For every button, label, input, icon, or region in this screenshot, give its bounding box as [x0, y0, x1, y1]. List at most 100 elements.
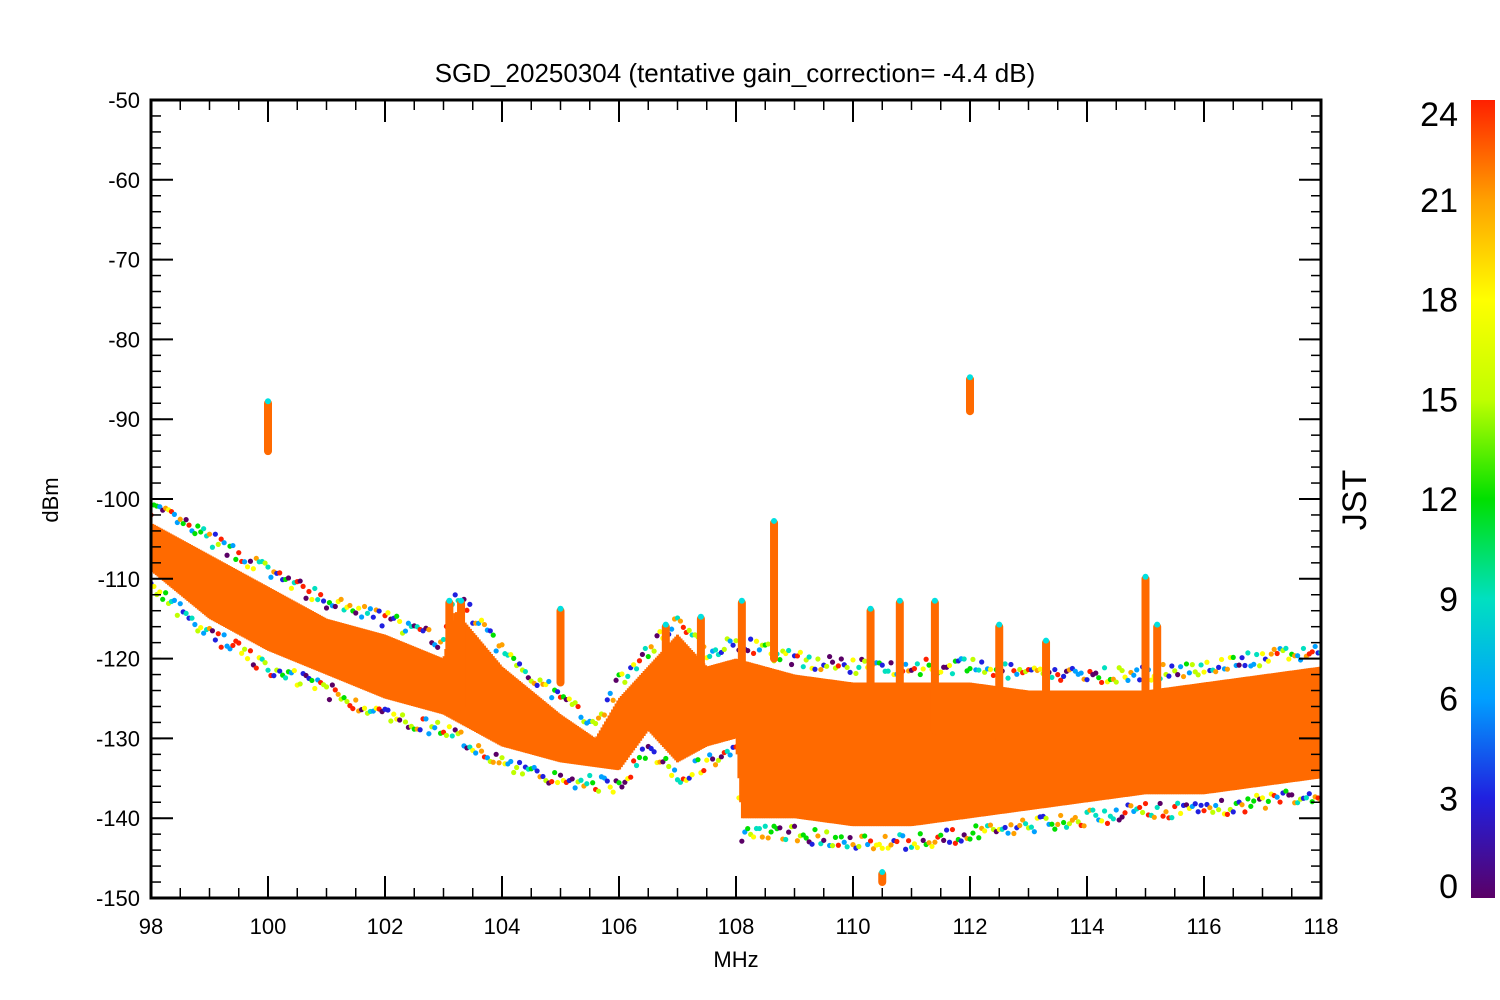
data-point [569, 776, 575, 782]
data-point [1099, 818, 1105, 824]
data-point [613, 677, 619, 683]
data-point [639, 651, 646, 658]
data-point [1055, 821, 1061, 828]
data-point [160, 596, 166, 602]
data-point [1178, 664, 1184, 670]
data-point [1218, 656, 1225, 663]
data-point [499, 755, 505, 761]
data-point [1259, 795, 1266, 801]
data-point [282, 675, 289, 681]
data-point [1142, 800, 1149, 807]
data-point [926, 662, 932, 668]
data-point [786, 647, 792, 654]
data-point [689, 772, 695, 778]
x-tick-label: 108 [718, 914, 755, 939]
data-point [397, 618, 403, 625]
data-point [206, 531, 213, 537]
data-point [198, 624, 204, 631]
data-point [250, 566, 256, 572]
data-point [183, 517, 189, 523]
data-point [1131, 672, 1137, 678]
data-point [525, 675, 531, 681]
data-point [967, 836, 973, 842]
data-point [221, 540, 227, 546]
data-point [633, 666, 640, 672]
y-axis-label: dBm [38, 477, 63, 522]
data-point [1268, 651, 1274, 657]
data-point [657, 629, 663, 635]
data-point [549, 778, 555, 785]
data-point [584, 781, 590, 787]
data-point [850, 842, 856, 848]
data-point [259, 656, 265, 662]
data-point [824, 663, 830, 669]
data-point [946, 839, 953, 845]
data-point [625, 673, 631, 679]
data-point [616, 780, 622, 786]
data-point [508, 758, 514, 765]
data-point [554, 689, 561, 695]
data-point [739, 838, 745, 844]
data-point [648, 644, 654, 650]
data-point [1005, 830, 1011, 836]
data-point [391, 711, 397, 717]
data-point [271, 673, 277, 679]
data-point [806, 654, 812, 660]
data-point [595, 788, 602, 794]
data-point [1306, 791, 1312, 797]
data-point [622, 779, 628, 785]
peak-top-point [265, 398, 271, 405]
data-point [1113, 679, 1119, 685]
data-point [244, 656, 251, 662]
y-tick-label: -70 [108, 248, 140, 273]
data-point [712, 647, 719, 653]
colorbar-label: JST [1336, 470, 1374, 530]
data-point [642, 645, 648, 652]
data-point [1101, 808, 1108, 814]
data-point [812, 826, 818, 833]
x-axis: 98 100 102 104 106 108 110 112 114 116 118 [139, 100, 1339, 939]
data-point [1289, 792, 1295, 798]
data-point [1058, 812, 1064, 819]
data-point [938, 832, 944, 838]
data-point [803, 835, 809, 841]
data-point [1066, 821, 1073, 827]
peak-top-point [896, 597, 903, 604]
colorbar-tick-label: 9 [1439, 581, 1458, 619]
data-point [636, 754, 643, 761]
data-point [1075, 819, 1081, 825]
data-point [1096, 675, 1102, 681]
data-point [903, 846, 909, 852]
data-point [862, 833, 868, 839]
data-point [236, 550, 242, 556]
data-point [1175, 672, 1181, 678]
data-point [1239, 802, 1245, 808]
data-point [171, 511, 177, 517]
y-tick-label: -110 [98, 567, 140, 592]
data-point [1254, 651, 1260, 658]
data-point [1251, 798, 1257, 804]
peak-top-point [1043, 637, 1050, 644]
data-point [622, 679, 628, 685]
data-point [458, 729, 464, 735]
data-point [1008, 661, 1014, 668]
data-point [291, 667, 297, 674]
data-point [628, 774, 634, 780]
data-point [511, 769, 517, 776]
data-point [449, 733, 455, 739]
data-point [1093, 670, 1099, 676]
data-point [727, 638, 733, 644]
data-point [499, 642, 505, 648]
data-point [1081, 823, 1087, 829]
data-point [1274, 650, 1280, 657]
data-point [1213, 669, 1219, 675]
data-point [944, 827, 950, 833]
data-point [961, 832, 967, 838]
plot-area [151, 374, 1321, 887]
data-point [177, 601, 183, 607]
data-point [157, 589, 163, 595]
data-point [762, 823, 768, 829]
data-point [212, 531, 218, 537]
data-point [1122, 810, 1128, 816]
data-point [353, 610, 359, 616]
